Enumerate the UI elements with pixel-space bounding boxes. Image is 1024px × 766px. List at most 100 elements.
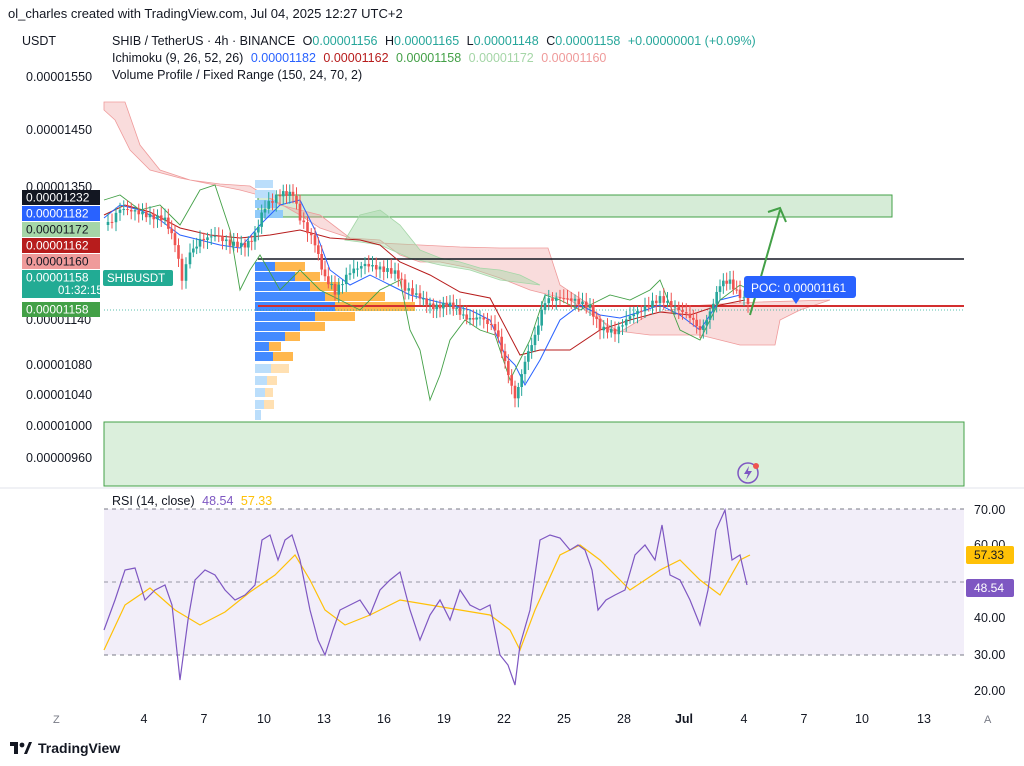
candle-body: [448, 302, 452, 307]
candle-body: [267, 201, 271, 209]
poc-label-box: [744, 276, 856, 298]
candle-body: [428, 303, 432, 305]
candle-body: [662, 296, 666, 303]
candle-body: [728, 279, 732, 284]
candle-body: [323, 269, 327, 277]
ichimoku-label: Ichimoku (9, 26, 52, 26): [112, 51, 244, 65]
candle-body: [221, 236, 224, 242]
candle-body: [141, 211, 144, 215]
rsi-ma-badge-box: [966, 546, 1014, 564]
candle-body: [595, 316, 598, 320]
candle-body: [712, 303, 715, 312]
candle-body: [192, 248, 195, 253]
candle-body: [684, 312, 688, 314]
time-tick: 28: [617, 712, 631, 726]
poc-label: POC: 0.00001161: [751, 281, 847, 295]
time-tick: 7: [801, 712, 808, 726]
candle-body: [489, 324, 493, 326]
candle-body: [363, 263, 367, 267]
price-tick: 0.00001040: [26, 388, 92, 402]
candle-body: [533, 334, 537, 346]
candle-body: [177, 245, 180, 259]
candle-body: [206, 237, 209, 241]
time-tick: 25: [557, 712, 571, 726]
time-tick: 19: [437, 712, 451, 726]
candle-body: [122, 209, 126, 211]
candle-body: [669, 301, 673, 307]
currency-label[interactable]: USDT: [22, 34, 57, 48]
candle-body: [577, 298, 581, 305]
candle-body: [217, 235, 221, 237]
price-badge: 0.00001182: [26, 207, 89, 221]
rsi-ma-line: [103, 544, 751, 652]
tradingview-logo[interactable]: TradingView: [10, 740, 120, 756]
candle-body: [352, 268, 356, 274]
rsi-tick: 30.00: [974, 648, 1005, 662]
time-tick: 16: [377, 712, 391, 726]
candle-body: [400, 278, 403, 280]
ticker-tag-box: [103, 270, 173, 286]
price-badge-box: [22, 206, 100, 221]
volume-profile: [255, 180, 415, 420]
time-tick: 4: [741, 712, 748, 726]
candle-body: [236, 241, 239, 247]
price-badge-box: [22, 270, 100, 285]
candle-body: [228, 239, 232, 246]
chikou-line: [103, 184, 751, 402]
time-tick: 4: [141, 712, 148, 726]
volume-profile-legend[interactable]: Volume Profile / Fixed Range (150, 24, 7…: [112, 68, 363, 82]
candle-body: [628, 316, 632, 320]
candle-body: [520, 374, 523, 387]
candle-body: [260, 212, 263, 227]
rsi-legend[interactable]: RSI (14, close) 48.54 57.33: [112, 494, 272, 508]
ichimoku-cloud-bullish: [344, 209, 541, 286]
candle-body: [320, 253, 323, 270]
candle-body: [639, 310, 643, 312]
ichimoku-legend[interactable]: Ichimoku (9, 26, 52, 26) 0.00001182 0.00…: [112, 51, 606, 65]
candle-body: [170, 228, 173, 234]
price-tick: 0.00001000: [26, 419, 92, 433]
candle-body: [188, 252, 192, 265]
candle-body: [126, 209, 129, 211]
candle-body: [232, 241, 236, 246]
candle-body: [422, 298, 425, 300]
candle-body: [386, 268, 389, 272]
candle-body: [180, 258, 184, 281]
symbol-legend[interactable]: SHIB / TetherUS · 4h · BINANCE O0.000011…: [112, 34, 756, 48]
candle-body: [517, 386, 520, 399]
candle-body: [114, 212, 118, 223]
candle-body: [455, 307, 458, 309]
candle-body: [654, 300, 658, 304]
axis-auto-right: A: [984, 714, 992, 726]
candle-body: [359, 266, 363, 269]
candle-body: [389, 268, 393, 274]
candle-body: [288, 191, 292, 196]
candle-body: [298, 203, 302, 221]
candle-body: [159, 215, 163, 221]
candle-body: [609, 328, 613, 333]
candle-body: [468, 318, 472, 320]
candle-body: [475, 317, 478, 320]
candle-body: [497, 330, 500, 337]
candle-body: [278, 195, 282, 197]
candle-body: [167, 217, 170, 229]
candle-body: [435, 304, 438, 310]
candle-body: [306, 222, 309, 234]
candle-body: [411, 288, 414, 295]
candle-body: [397, 270, 400, 279]
time-tick: 7: [201, 712, 208, 726]
alert-icon: [737, 462, 759, 484]
candle-body: [425, 298, 428, 305]
candle-body: [718, 286, 722, 292]
time-tick: 10: [257, 712, 271, 726]
candle-body: [348, 273, 352, 275]
price-tick: 0.00001080: [26, 358, 92, 372]
candle-body: [554, 297, 558, 301]
price-badge: 0.00001172: [26, 223, 89, 237]
candle-body: [465, 314, 468, 320]
candle-body: [317, 245, 320, 254]
kijun-line: [103, 204, 746, 356]
candle-body: [606, 326, 609, 333]
candle-body: [418, 293, 422, 299]
